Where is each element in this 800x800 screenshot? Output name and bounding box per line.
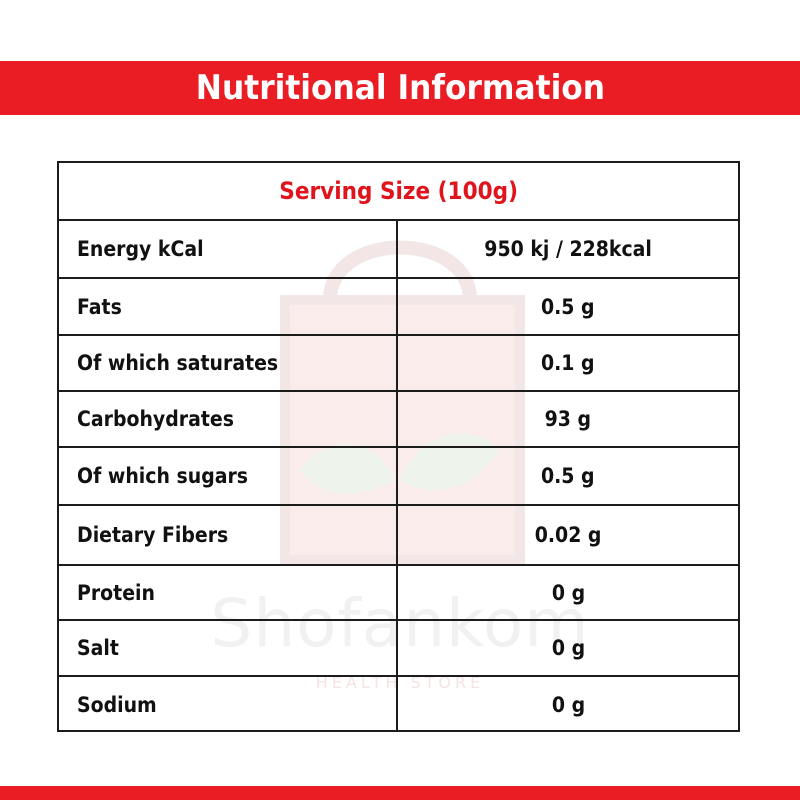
nutrient-name: Of which saturates [77,351,279,375]
nutrient-value: 0.02 g [534,523,602,547]
nutrient-value: 0.5 g [541,294,595,319]
table-row: Of which sugars 0.5 g [59,448,738,506]
table-row: Salt 0 g [59,621,738,677]
table-row: Carbohydrates 93 g [59,392,738,448]
nutrient-name: Carbohydrates [77,407,234,431]
table-row: Sodium 0 g [59,677,738,732]
nutrient-value: 0 g [551,636,585,660]
serving-size-label: Serving Size (100g) [279,177,518,205]
nutrient-value: 93 g [544,407,592,431]
nutrient-name: Salt [77,636,119,660]
nutrient-name: Protein [77,580,155,605]
nutrient-value: 0.5 g [541,464,595,488]
table-row: Dietary Fibers 0.02 g [59,506,738,566]
serving-size-row: Serving Size (100g) [59,163,738,221]
nutrient-name: Of which sugars [77,464,249,488]
table-row: Energy kCal 950 kj / 228kcal [59,221,738,279]
nutrient-name: Dietary Fibers [77,523,229,547]
column-divider [396,221,398,730]
nutrient-value: 0 g [551,580,585,605]
page-title: Nutritional Information [195,68,605,108]
table-row: Fats 0.5 g [59,279,738,336]
nutrition-table: Serving Size (100g) Energy kCal 950 kj /… [57,161,740,732]
nutrition-rows: Energy kCal 950 kj / 228kcal Fats 0.5 g … [59,221,738,730]
nutrient-value: 0 g [551,692,585,717]
nutrient-value: 0.1 g [541,351,595,375]
bottom-accent-bar [0,786,800,800]
nutrient-name: Sodium [77,692,157,717]
table-row: Protein 0 g [59,566,738,621]
nutrient-name: Fats [77,294,122,319]
table-row: Of which saturates 0.1 g [59,336,738,392]
nutrient-value: 950 kj / 228kcal [484,237,652,261]
title-banner: Nutritional Information [0,61,800,115]
nutrient-name: Energy kCal [77,237,204,261]
